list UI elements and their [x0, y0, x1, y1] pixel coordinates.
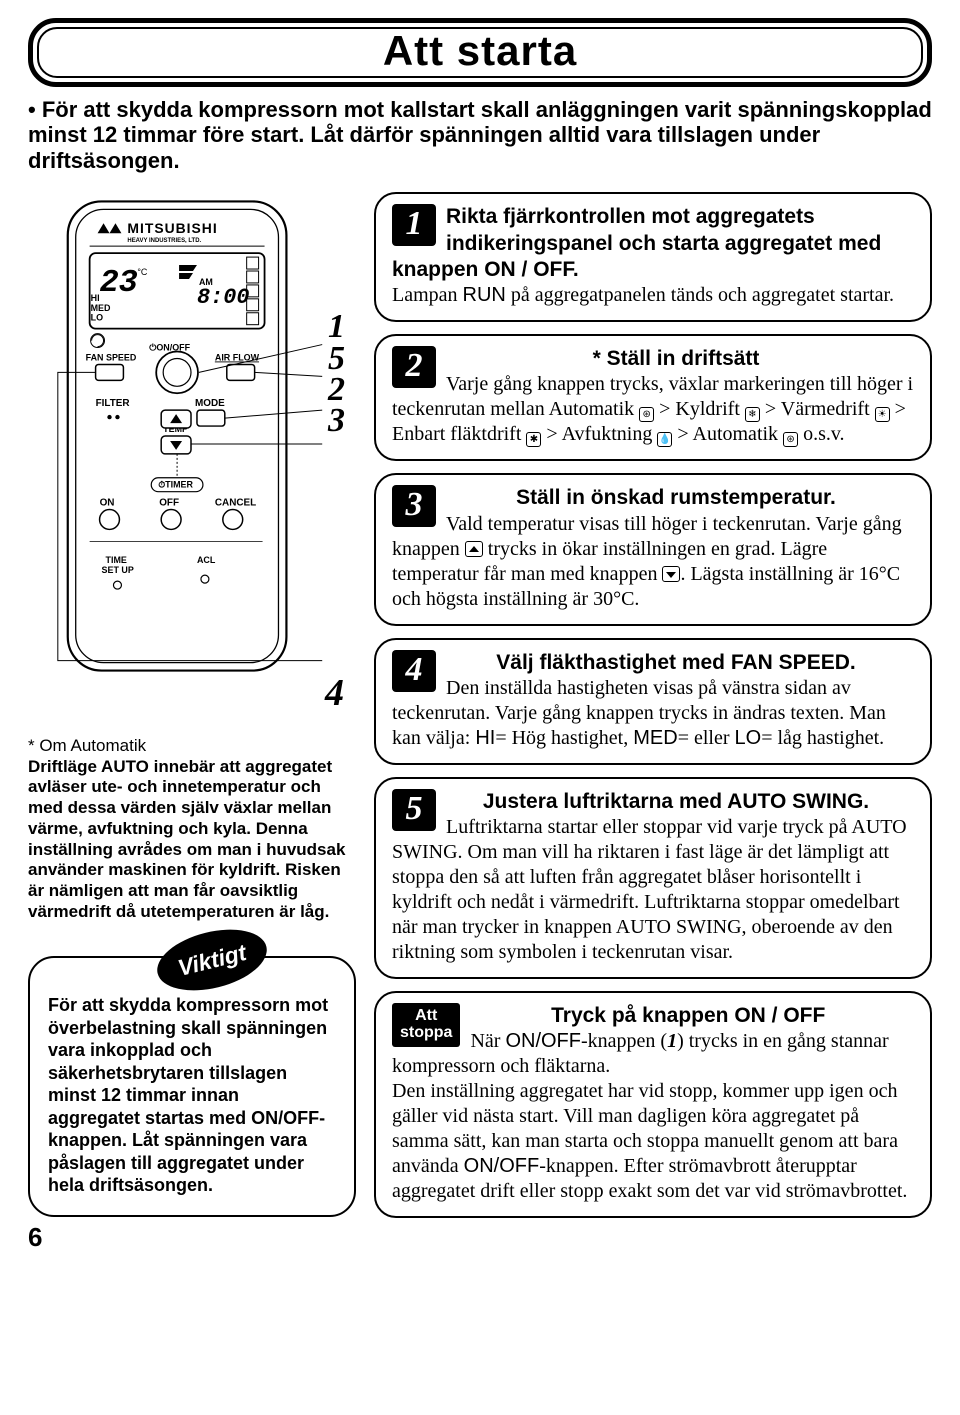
auto-icon-2: ⊛ — [783, 432, 798, 447]
svg-text:MODE: MODE — [195, 399, 225, 410]
svg-text:ACL: ACL — [197, 556, 216, 566]
temp-up-icon — [465, 541, 483, 557]
svg-text:MED: MED — [91, 303, 111, 313]
intro-text: • För att skydda kompressorn mot kallsta… — [28, 97, 932, 175]
auto-note: * Om Automatik Driftläge AUTO innebär at… — [28, 736, 356, 923]
remote-callouts: 1 5 2 3 — [328, 310, 345, 435]
step-1: 1 Rikta fjärrkontrollen mot aggregatets … — [374, 192, 932, 322]
heat-icon: ☀ — [875, 407, 890, 422]
svg-text:HEAVY INDUSTRIES, LTD.: HEAVY INDUSTRIES, LTD. — [127, 239, 201, 245]
step-num-5: 5 — [392, 789, 436, 831]
svg-text:ON: ON — [100, 498, 115, 509]
step-3: 3 Ställ in önskad rumstemperatur. Vald t… — [374, 473, 932, 625]
step-num-4: 4 — [392, 650, 436, 692]
stop-badge: Attstoppa — [392, 1003, 460, 1047]
svg-text:FILTER: FILTER — [96, 399, 130, 410]
svg-text:8:00: 8:00 — [197, 285, 249, 310]
temp-down-icon — [662, 566, 680, 582]
svg-text:⏻ON/OFF: ⏻ON/OFF — [149, 343, 190, 353]
step-num-3: 3 — [392, 485, 436, 527]
svg-text:MITSUBISHI: MITSUBISHI — [127, 221, 217, 237]
svg-text:AIR FLOW: AIR FLOW — [215, 353, 260, 363]
svg-text:OFF: OFF — [159, 498, 179, 509]
page-title: Att starta — [28, 18, 932, 87]
svg-text:LO: LO — [91, 313, 103, 323]
step-num-2: 2 — [392, 346, 436, 388]
step-stop: Attstoppa Tryck på knappen ON / OFF När … — [374, 991, 932, 1218]
cool-icon: ❄ — [745, 407, 760, 422]
svg-text:HI: HI — [91, 293, 100, 303]
step-5: 5 Justera luftriktarna med AUTO SWING. L… — [374, 777, 932, 979]
svg-text:FAN SPEED: FAN SPEED — [86, 353, 137, 363]
svg-text:23: 23 — [100, 265, 138, 301]
step-2: 2 * Ställ in driftsätt Varje gång knappe… — [374, 334, 932, 461]
svg-text:AM: AM — [199, 277, 213, 287]
remote-illustration: MITSUBISHI HEAVY INDUSTRIES, LTD. 23 °C … — [28, 192, 356, 682]
svg-text:TIME: TIME — [106, 556, 127, 566]
svg-text:°C: °C — [137, 267, 148, 277]
svg-text:CANCEL: CANCEL — [215, 498, 256, 509]
svg-text:SET UP: SET UP — [102, 566, 134, 576]
fan-icon: ✱ — [526, 432, 541, 447]
step-num-1: 1 — [392, 204, 436, 246]
step-4: 4 Välj fläkthastighet med FAN SPEED. Den… — [374, 638, 932, 765]
page-number: 6 — [28, 1221, 356, 1254]
auto-icon: ⊛ — [639, 407, 654, 422]
svg-text:⏱TIMER: ⏱TIMER — [158, 480, 193, 490]
dry-icon: 💧 — [657, 432, 672, 447]
important-box: Viktigt För att skydda kompressorn mot ö… — [28, 956, 356, 1217]
